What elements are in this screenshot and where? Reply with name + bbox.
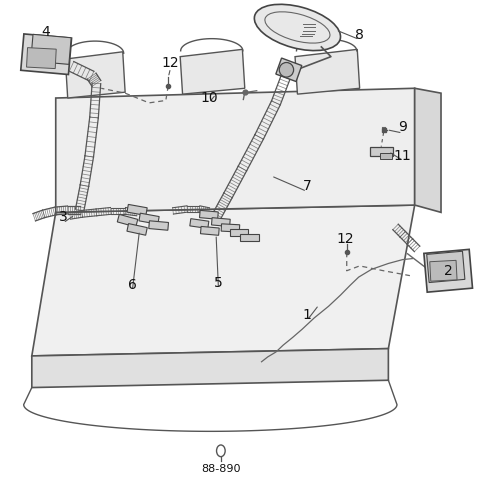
Bar <box>21 34 72 75</box>
Text: 6: 6 <box>128 278 137 292</box>
Text: 2: 2 <box>444 264 453 278</box>
Polygon shape <box>65 52 125 98</box>
Bar <box>201 226 219 235</box>
Bar <box>127 204 147 216</box>
Text: 9: 9 <box>398 120 407 134</box>
Bar <box>127 224 147 235</box>
Bar <box>117 214 138 227</box>
Polygon shape <box>32 348 388 387</box>
Bar <box>240 234 259 242</box>
Bar <box>212 218 230 226</box>
Text: 1: 1 <box>302 307 312 322</box>
Ellipse shape <box>279 62 294 77</box>
Polygon shape <box>415 88 441 212</box>
Text: 3: 3 <box>59 210 67 224</box>
Bar <box>200 210 218 219</box>
Bar <box>424 249 472 292</box>
Bar <box>139 213 159 224</box>
Bar <box>276 58 302 81</box>
Bar <box>149 221 168 230</box>
Polygon shape <box>180 49 245 94</box>
Bar <box>190 219 209 228</box>
Text: 12: 12 <box>336 232 354 246</box>
Bar <box>221 224 240 232</box>
Bar <box>31 34 71 64</box>
Bar <box>370 147 393 157</box>
Text: 11: 11 <box>394 149 412 163</box>
Text: 5: 5 <box>214 276 223 290</box>
Text: 88-890: 88-890 <box>201 464 240 474</box>
Text: 7: 7 <box>302 179 312 193</box>
Bar <box>430 260 457 281</box>
Polygon shape <box>295 49 360 94</box>
Bar <box>26 48 56 69</box>
Text: 4: 4 <box>42 25 50 40</box>
Polygon shape <box>56 88 415 212</box>
Bar <box>427 251 465 283</box>
Text: 10: 10 <box>200 91 218 105</box>
Text: 12: 12 <box>162 56 180 70</box>
Ellipse shape <box>254 4 340 51</box>
Bar <box>380 154 392 159</box>
Polygon shape <box>32 205 415 356</box>
Text: 8: 8 <box>355 28 364 42</box>
Bar <box>230 229 248 237</box>
